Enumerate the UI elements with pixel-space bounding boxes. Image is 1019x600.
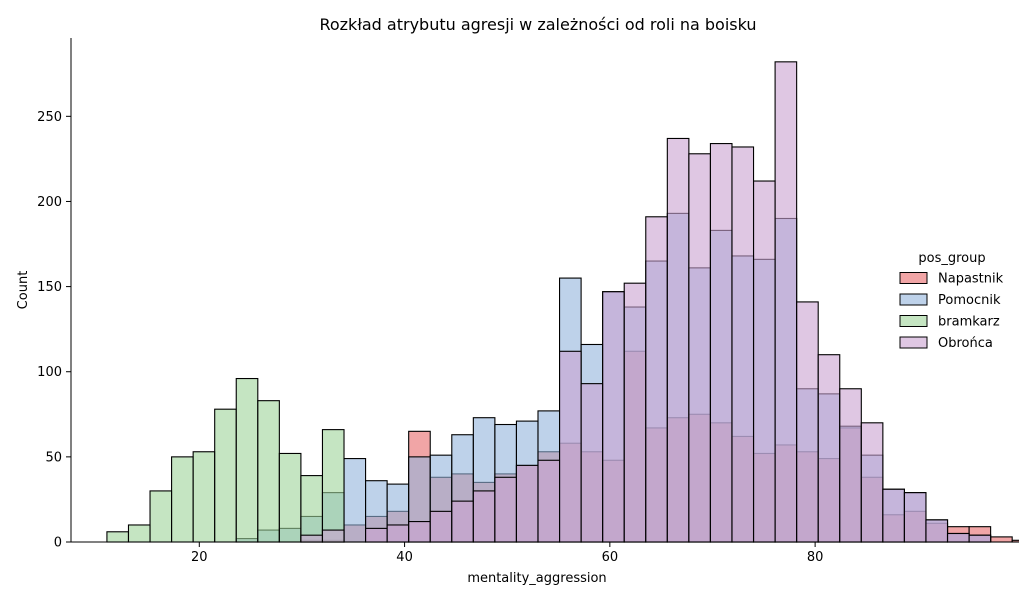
y-tick-label: 250 xyxy=(37,110,62,125)
histogram-bar xyxy=(472,490,496,543)
histogram-bar xyxy=(774,61,798,543)
histogram-bar xyxy=(968,534,992,543)
x-tick-label: 60 xyxy=(602,550,619,565)
y-tick-label: 150 xyxy=(37,280,62,295)
histogram-bar xyxy=(171,456,194,543)
histogram-bar xyxy=(817,354,841,543)
histogram-bar xyxy=(946,532,970,543)
histogram-bar xyxy=(666,137,690,543)
legend-swatch xyxy=(899,293,928,306)
histogram-bar xyxy=(235,377,259,543)
legend-swatch xyxy=(899,315,928,327)
y-tick-label: 50 xyxy=(45,450,62,465)
histogram-bar xyxy=(1011,539,1019,543)
histogram-bar xyxy=(559,350,582,543)
histogram-bar xyxy=(386,524,410,543)
legend-label: Obrońca xyxy=(938,336,993,351)
histogram-bar xyxy=(752,180,776,543)
histogram-bar xyxy=(990,536,1013,543)
legend-label: Napastnik xyxy=(938,272,1004,287)
histogram-bar xyxy=(494,476,517,543)
histogram-bar xyxy=(602,291,625,543)
axes-layer: 20 40 60 80 0 50 100 150 200 250 xyxy=(37,38,1005,565)
histogram-bar xyxy=(451,500,474,543)
histogram-bar xyxy=(860,422,884,543)
series-2 xyxy=(106,377,345,543)
histogram-bar xyxy=(149,490,173,543)
histogram-bar xyxy=(343,458,367,543)
histogram-bar xyxy=(623,282,647,543)
legend-title: pos_group xyxy=(918,251,985,266)
legend-swatch xyxy=(899,272,928,284)
histogram-bar xyxy=(408,521,431,543)
x-tick-label: 20 xyxy=(191,550,208,565)
legend: pos_group Napastnik Pomocnik bramkarz Obroń… xyxy=(899,251,1004,351)
histogram-bar xyxy=(127,524,151,543)
histogram-bar xyxy=(709,143,733,543)
histogram-bar xyxy=(882,488,905,543)
histogram-bar xyxy=(300,475,324,543)
histogram-bar xyxy=(580,383,604,543)
histogram-bar xyxy=(839,388,862,543)
y-tick-label: 200 xyxy=(37,195,62,210)
histogram-bar xyxy=(257,400,280,543)
histogram-bar xyxy=(645,216,668,543)
histogram-bar xyxy=(321,529,345,543)
legend-label: Pomocnik xyxy=(938,293,1001,308)
histogram-bar xyxy=(321,429,345,543)
chart-title: Rozkład atrybutu agresji w zależności od… xyxy=(319,15,756,34)
y-tick-label: 100 xyxy=(37,365,62,380)
histogram-bar xyxy=(925,519,949,543)
histogram-bar xyxy=(903,492,927,543)
series-3 xyxy=(300,61,992,543)
histogram-bar xyxy=(429,510,453,543)
x-axis-label: mentality_aggression xyxy=(467,571,606,586)
histogram-bar xyxy=(537,459,561,543)
x-tick-label: 40 xyxy=(396,550,413,565)
x-tick-label: 80 xyxy=(807,550,824,565)
y-axis-label: Count xyxy=(16,271,31,310)
histogram-bar xyxy=(106,531,130,543)
legend-swatch xyxy=(899,336,928,349)
histogram-bar xyxy=(278,452,302,543)
bars-layer xyxy=(106,61,1019,543)
histogram-bar xyxy=(300,534,324,543)
histogram-bar xyxy=(731,146,755,543)
legend-label: bramkarz xyxy=(938,315,1000,330)
y-tick-label: 0 xyxy=(54,536,62,551)
histogram-bar xyxy=(214,408,237,543)
histogram-bar xyxy=(796,301,819,543)
histogram-bar xyxy=(688,153,711,543)
histogram-bar xyxy=(365,527,388,543)
histogram-bar xyxy=(192,451,216,543)
histogram-bar xyxy=(515,464,539,543)
